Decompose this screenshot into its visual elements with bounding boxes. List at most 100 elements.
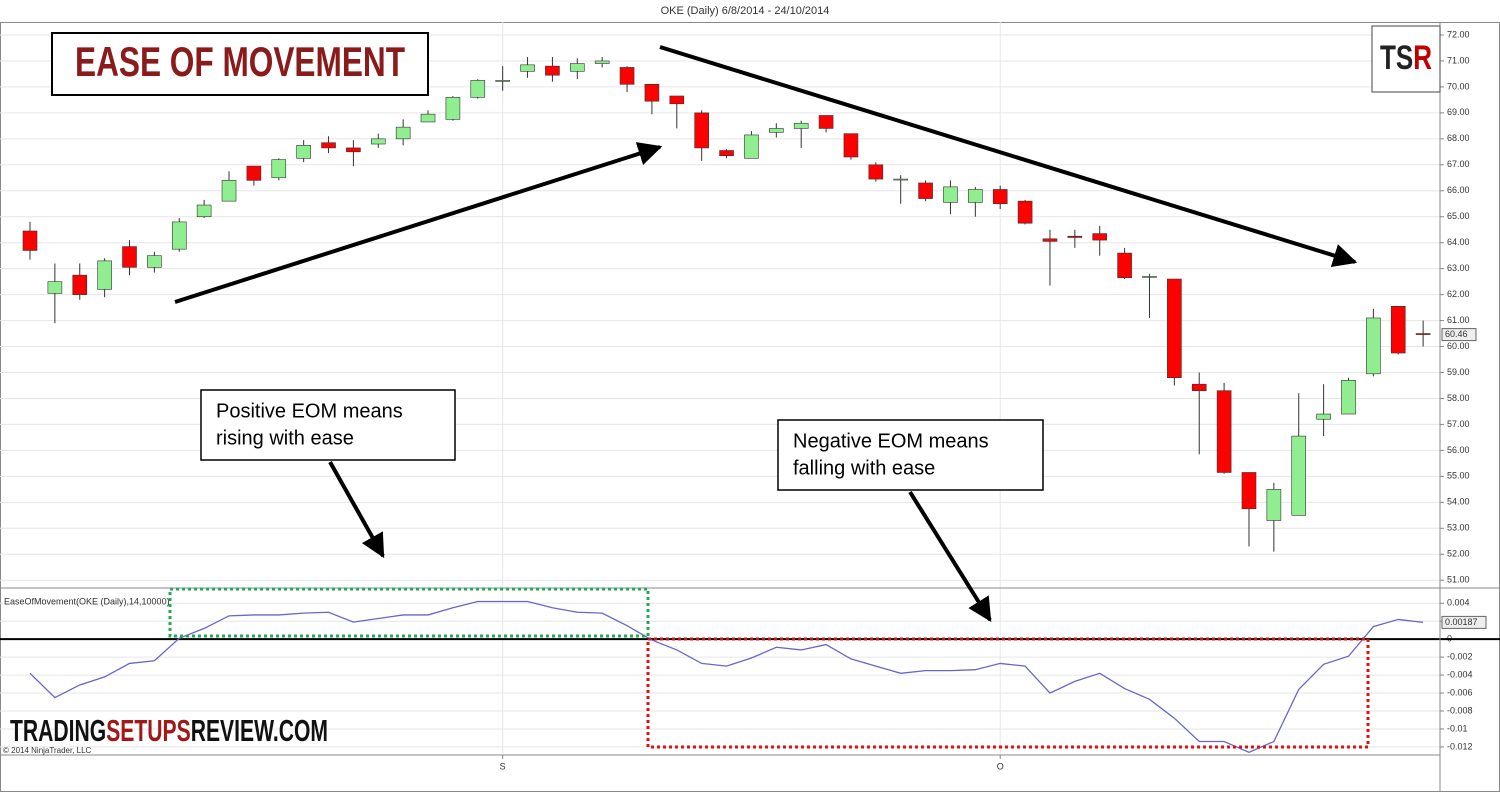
candle-body [1191,383,1207,391]
y-tick-label: 51.00 [1447,575,1470,585]
candle-body [669,95,685,105]
candle-body [1415,333,1431,335]
x-tick-label: S [500,761,506,771]
candle-body [868,164,884,180]
candle-body [122,246,137,268]
candle-body [520,64,535,72]
y-tick-label: 58.00 [1447,393,1470,403]
candle-body [1067,235,1083,238]
y-tick-label: 0.004 [1447,598,1470,608]
candle-body [147,255,162,268]
y-tick-label: -0.006 [1447,687,1473,697]
candle-body [271,159,287,179]
callout-text: rising with ease [216,427,354,449]
callout-text: Positive EOM means [216,400,403,422]
last-value-tag [1441,615,1487,629]
y-tick-label: 61.00 [1447,315,1470,325]
candle-body [1316,413,1331,420]
x-tick-label: O [997,761,1004,771]
y-tick-label: -0.004 [1447,669,1473,679]
candle-body [1092,233,1108,241]
candle-body [1142,276,1157,278]
callout-arrow [908,490,992,623]
last-value-label: 0.00187 [1445,617,1478,627]
y-tick-label: -0.002 [1447,652,1473,662]
candle-body [1341,379,1356,415]
candle-body [1291,435,1307,516]
candle-body [1017,200,1033,224]
callout-box [777,419,1044,491]
y-tick-label: 56.00 [1447,445,1470,455]
trend-arrow [659,45,1358,268]
candle-body [744,134,759,159]
y-tick-label: 60.00 [1447,341,1470,351]
indicator-title: EaseOfMovement(OKE (Daily),14,10000) [4,596,170,606]
brand-part: TRADING [10,713,106,748]
candle-body [918,182,933,199]
candle-body [246,165,262,181]
candle-body [968,189,983,203]
candle-body [97,260,112,290]
candle-body [545,65,560,76]
candle-body [1167,278,1182,378]
y-tick-label: 59.00 [1447,367,1470,377]
candle-body [843,133,859,158]
logo-part: TS [1380,39,1413,77]
candle-body [1042,238,1058,242]
indicator-line [29,600,1424,754]
heading-box [51,32,429,96]
last-value-label: 60.46 [1445,329,1468,339]
y-tick-label: 55.00 [1447,471,1470,481]
y-tick-label: 57.00 [1447,419,1470,429]
callout-text: Negative EOM means [793,430,989,452]
candle-body [445,96,461,120]
candle-body [171,221,187,250]
candle-body [1266,489,1282,521]
candle-body [793,122,809,129]
candle-body [221,180,237,202]
candle-body [72,274,88,295]
brand: TRADINGSETUPSREVIEW.COM [10,713,328,748]
candle-body [47,281,63,294]
trend-arrow [174,142,663,304]
y-tick-label: 69.00 [1447,107,1470,117]
y-tick-label: 52.00 [1447,549,1470,559]
candle-body [594,60,610,64]
y-tick-label: 68.00 [1447,133,1470,143]
copyright: © 2014 NinjaTrader, LLC [3,746,92,755]
candle-body [943,186,958,203]
callout-arrow [328,461,385,559]
y-tick-label: 62.00 [1447,289,1470,299]
candle-body [644,84,660,102]
logo-part: R [1413,39,1432,77]
candle-body [346,147,361,153]
last-value-tag [1441,328,1477,342]
highlight-box [168,587,650,638]
candle-body [420,113,436,123]
candle-body [395,126,411,140]
candle-body [992,189,1008,205]
candle-body [694,112,709,149]
y-tick-label: 53.00 [1447,523,1470,533]
heading: EASE OF MOVEMENT [75,38,405,85]
candle-body [893,178,909,181]
brand-part: REVIEW.COM [191,713,328,748]
highlight-box [646,637,1370,749]
candle-body [619,67,635,85]
candle-body [1117,252,1132,279]
y-tick-label: 71.00 [1447,55,1470,65]
candle-body [1216,390,1232,473]
logo: TSR [1380,39,1432,77]
brand-part: SETUPS [106,713,191,748]
candle-body [495,80,510,82]
chart-title: OKE (Daily) 6/8/2014 - 24/10/2014 [661,5,830,17]
y-tick-label: -0.012 [1447,741,1473,751]
candle-body [1366,317,1381,375]
y-tick-label: -0.01 [1447,723,1468,733]
y-tick-label: 72.00 [1447,29,1470,39]
callout-box [200,389,456,461]
candle-body [321,142,336,149]
y-tick-label: 70.00 [1447,81,1470,91]
candle-body [1241,472,1257,510]
